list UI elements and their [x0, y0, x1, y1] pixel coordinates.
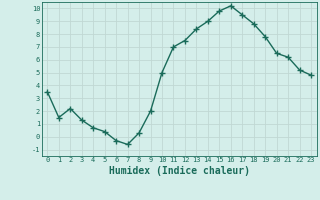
X-axis label: Humidex (Indice chaleur): Humidex (Indice chaleur) [109, 166, 250, 176]
